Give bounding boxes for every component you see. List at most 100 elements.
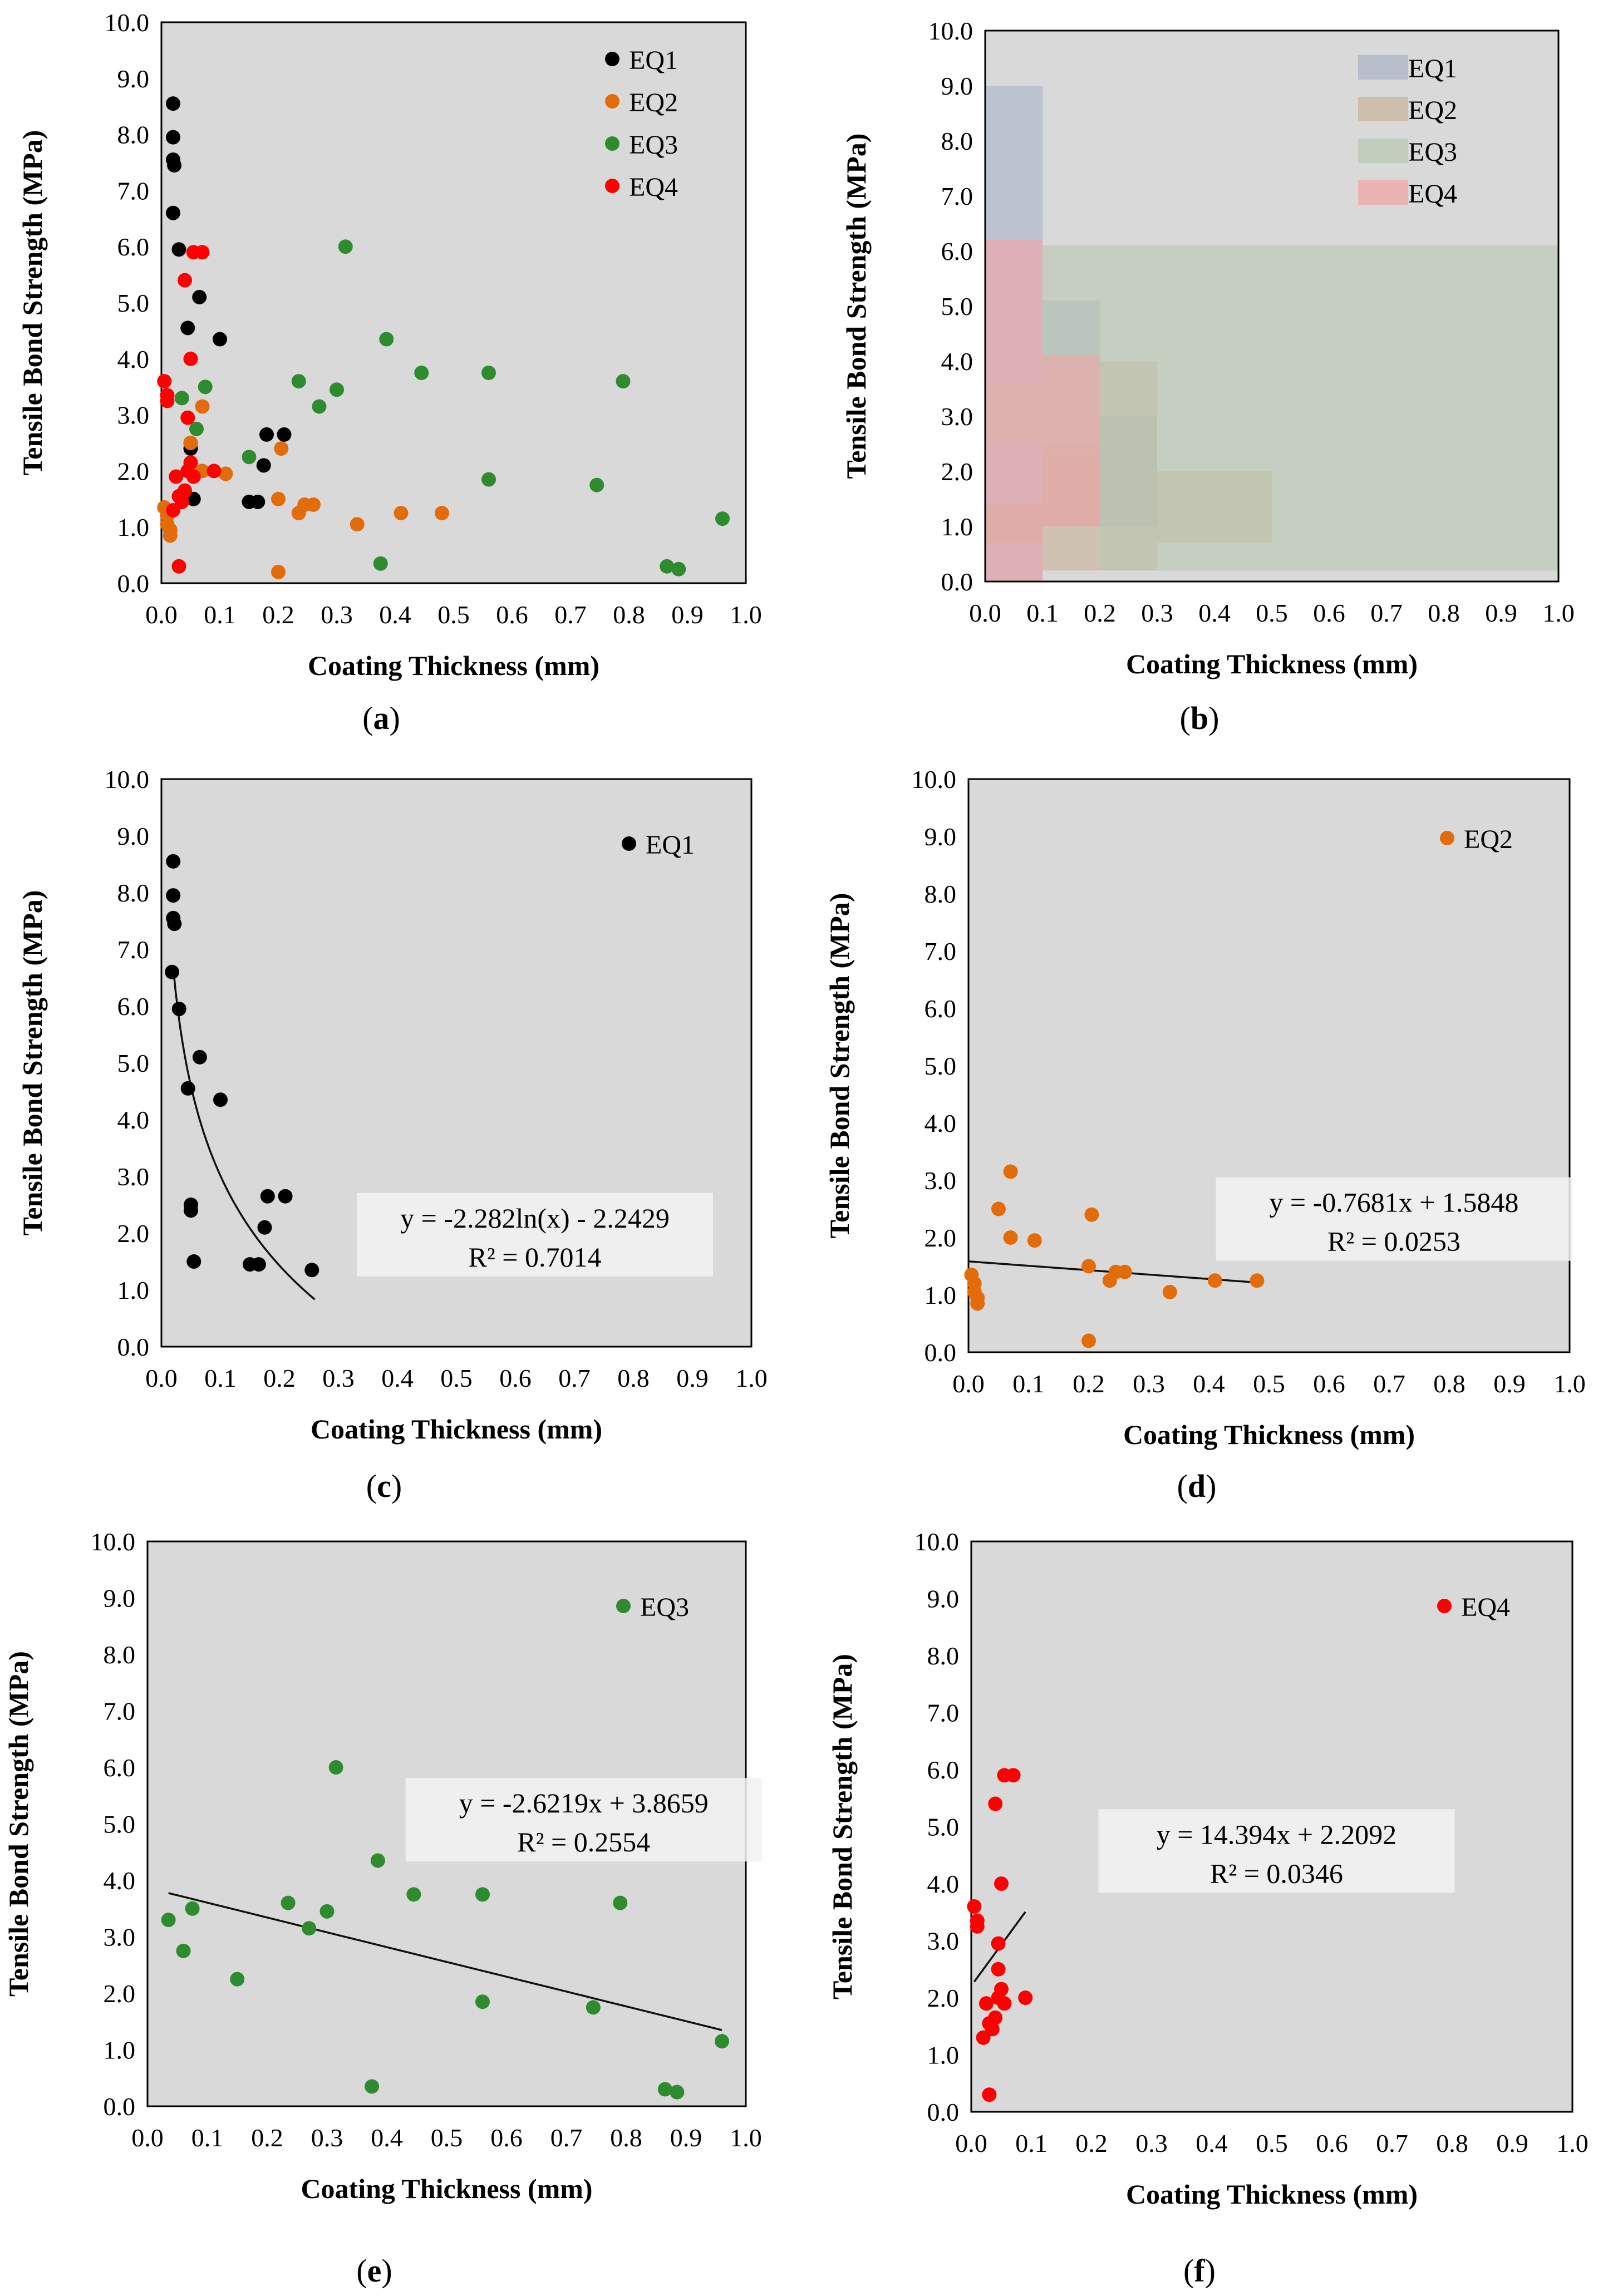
y-tick-label: 6.0 <box>925 994 957 1023</box>
x-tick-label: 0.2 <box>251 2123 283 2152</box>
data-point-eq3 <box>670 2085 685 2100</box>
x-tick-label: 0.9 <box>1485 599 1517 627</box>
chart-panel-b: 0.0 1.0 2.0 3.0 4.0 5.0 6.0 7.0 8.0 9.0 10.0 0.0 0.1… <box>840 17 1575 736</box>
data-point-eq4 <box>982 2087 997 2102</box>
x-tick-label: 0.8 <box>610 2123 642 2152</box>
data-point-eq3 <box>657 2082 672 2097</box>
y-tick-label: 0.0 <box>925 1338 957 1367</box>
legend-marker-eq1 <box>622 836 636 851</box>
data-point-eq2 <box>271 491 286 506</box>
data-point-eq3 <box>328 1760 343 1775</box>
y-tick-label: 9.0 <box>117 822 150 850</box>
data-point-eq4 <box>976 2030 991 2045</box>
data-point-eq4 <box>988 2010 1003 2025</box>
legend-marker-eq2 <box>1440 831 1454 845</box>
plot-frame <box>967 778 1571 1353</box>
y-tick-label: 3.0 <box>925 1166 957 1195</box>
data-point-eq1 <box>166 205 180 220</box>
equation-box <box>405 1778 762 1862</box>
data-point-eq4 <box>171 559 186 574</box>
data-point-eq2 <box>1162 1284 1177 1299</box>
x-tick-label: 0.4 <box>379 600 411 629</box>
x-axis-title: Coating Thickness (mm) <box>311 1413 602 1445</box>
y-tick-label: 0.0 <box>117 1333 150 1361</box>
y-axis-title: Tensile Bond Strength (MPa) <box>3 1651 34 1997</box>
y-tick-label: 10.0 <box>912 765 957 794</box>
x-tick-label: 1.0 <box>730 2123 762 2152</box>
data-point-eq4 <box>183 351 198 366</box>
data-point-eq1 <box>259 427 274 442</box>
x-tick-label: 0.8 <box>1433 1369 1466 1398</box>
legend-marker-eq4 <box>1437 1599 1452 1613</box>
y-tick-label: 4.0 <box>104 1866 136 1895</box>
range-band-eq4 <box>1043 356 1100 526</box>
data-point-eq3 <box>715 511 730 526</box>
data-point-eq1 <box>213 1092 228 1107</box>
x-tick-label: 0.0 <box>969 599 1001 627</box>
data-point-eq2 <box>394 506 409 520</box>
trend-equation: y = -2.282ln(x) - 2.2429 <box>400 1203 670 1234</box>
data-point-eq3 <box>189 421 204 436</box>
legend-label-eq3: EQ3 <box>640 1593 689 1622</box>
data-point-eq1 <box>167 158 182 173</box>
x-tick-label: 0.5 <box>1256 599 1288 627</box>
equation-box <box>1216 1177 1572 1261</box>
data-point-eq3 <box>302 1921 317 1936</box>
data-point-eq1 <box>166 96 180 111</box>
data-point-eq3 <box>660 559 675 574</box>
x-tick-label: 0.3 <box>1141 599 1173 627</box>
y-tick-label: 1.0 <box>925 1281 957 1309</box>
data-point-eq1 <box>213 332 227 347</box>
y-tick-label: 6.0 <box>117 992 150 1021</box>
y-tick-label: 1.0 <box>941 513 973 541</box>
trend-equation: y = -2.6219x + 3.8659 <box>459 1787 709 1819</box>
legend-label-eq3: EQ3 <box>1408 137 1457 167</box>
data-point-eq2 <box>271 564 286 579</box>
data-point-eq4 <box>1018 1990 1033 2005</box>
x-tick-label: 0.1 <box>204 600 236 629</box>
data-point-eq3 <box>198 380 213 395</box>
data-point-eq1 <box>180 321 195 336</box>
y-tick-label: 10.0 <box>105 8 150 37</box>
x-tick-label: 1.0 <box>1556 2129 1589 2157</box>
y-tick-label: 4.0 <box>941 347 973 376</box>
data-point-eq1 <box>165 964 180 979</box>
y-tick-label: 8.0 <box>104 1640 136 1669</box>
y-axis-title: Tensile Bond Strength (MPa) <box>17 130 48 476</box>
data-point-eq3 <box>616 374 631 389</box>
y-tick-label: 2.0 <box>117 457 150 485</box>
x-tick-label: 0.5 <box>431 2123 463 2152</box>
y-tick-label: 5.0 <box>117 289 150 317</box>
x-tick-label: 0.9 <box>676 1364 709 1392</box>
data-point-eq3 <box>242 450 257 465</box>
chart-panel-a: 0.0 1.0 2.0 3.0 4.0 5.0 6.0 7.0 8.0 9.0 10.0 0.0 0.1… <box>17 8 762 736</box>
x-tick-label: 0.6 <box>496 600 528 629</box>
data-point-eq3 <box>291 374 306 389</box>
x-tick-label: 0.9 <box>670 2123 702 2152</box>
legend-swatch-eq4 <box>1358 180 1408 205</box>
y-tick-label: 7.0 <box>941 182 973 210</box>
x-tick-label: 0.3 <box>1135 2129 1168 2157</box>
r-squared: R² = 0.2554 <box>517 1826 650 1858</box>
panel-label: (a) <box>362 700 400 736</box>
y-tick-label: 1.0 <box>927 2041 960 2070</box>
trend-equation: y = 14.394x + 2.2092 <box>1157 1819 1397 1850</box>
y-tick-label: 7.0 <box>117 935 150 964</box>
data-point-eq4 <box>988 1796 1003 1811</box>
data-point-eq4 <box>178 483 192 498</box>
r-squared: R² = 0.0346 <box>1210 1858 1343 1889</box>
x-tick-label: 1.0 <box>1542 599 1575 627</box>
y-tick-label: 5.0 <box>941 292 973 321</box>
legend-marker-eq3 <box>616 1599 631 1613</box>
y-tick-label: 8.0 <box>925 880 957 908</box>
y-tick-label: 3.0 <box>117 1162 150 1191</box>
legend-label-eq2: EQ2 <box>1408 96 1457 125</box>
data-point-eq3 <box>185 1901 200 1916</box>
data-point-eq2 <box>350 517 365 532</box>
data-point-eq3 <box>589 477 604 492</box>
data-point-eq3 <box>715 2034 729 2049</box>
legend-label-eq4: EQ4 <box>1408 179 1457 209</box>
data-point-eq2 <box>163 528 178 543</box>
data-point-eq1 <box>186 1254 201 1269</box>
